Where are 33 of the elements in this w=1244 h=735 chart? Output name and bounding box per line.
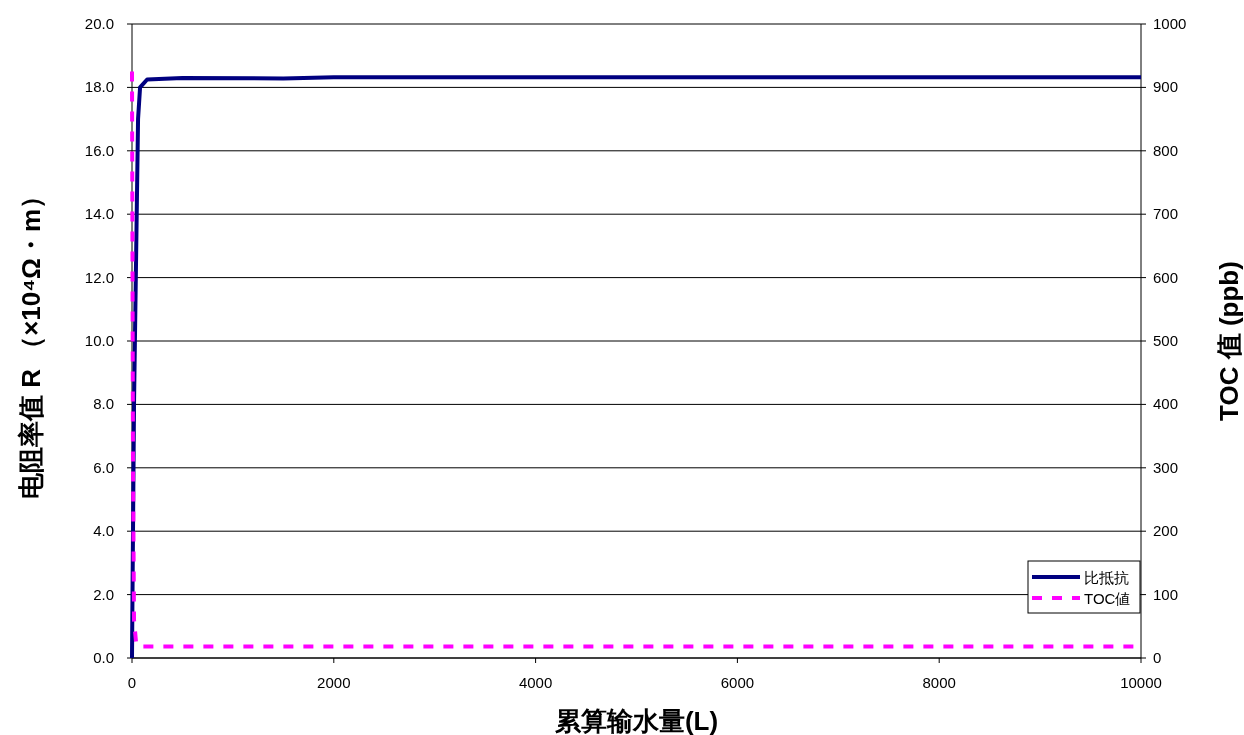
legend-label: 比抵抗: [1084, 569, 1129, 586]
y2-tick-label: 1000: [1153, 15, 1187, 32]
y2-tick-label: 200: [1153, 522, 1179, 540]
y-tick-label: 0.0: [93, 649, 114, 666]
x-tick-label: 10000: [1120, 674, 1162, 691]
y-axis-title: 电阻率值 R （×10⁴Ω・m）: [16, 182, 46, 500]
y-tick-label: 18.0: [84, 78, 114, 96]
y2-tick-label: 700: [1153, 205, 1179, 223]
y2-tick-label: 500: [1153, 332, 1179, 349]
y-tick-label: 6.0: [93, 458, 114, 476]
y-tick-label: 10.0: [84, 332, 114, 349]
y2-tick-label: 100: [1153, 585, 1179, 603]
x-tick-label: 6000: [720, 674, 755, 691]
y2-tick-label: 600: [1153, 268, 1179, 286]
y-tick-label: 8.0: [93, 395, 114, 413]
y-tick-label: 12.0: [84, 268, 114, 286]
x-tick-label: 2000: [317, 674, 351, 691]
y-tick-label: 4.0: [93, 522, 114, 540]
y-tick-label: 16.0: [84, 141, 114, 159]
x-tick-label: 0: [127, 674, 137, 691]
y2-tick-label: 800: [1153, 141, 1179, 159]
y-tick-label: 2.0: [93, 585, 114, 603]
x-tick-label: 8000: [922, 674, 956, 691]
x-tick-label: 4000: [518, 674, 553, 691]
x-axis-title: 累算输水量(L): [553, 706, 719, 735]
y2-tick-label: 0: [1153, 649, 1162, 666]
y2-tick-label: 300: [1153, 458, 1179, 476]
y2-axis-title: TOC 值 (ppb): [1214, 261, 1244, 421]
y2-tick-label: 900: [1153, 78, 1179, 96]
y-tick-label: 14.0: [84, 205, 114, 223]
legend-label: TOC値: [1084, 590, 1131, 607]
y-tick-label: 20.0: [84, 15, 114, 32]
y2-tick-label: 400: [1153, 395, 1179, 413]
